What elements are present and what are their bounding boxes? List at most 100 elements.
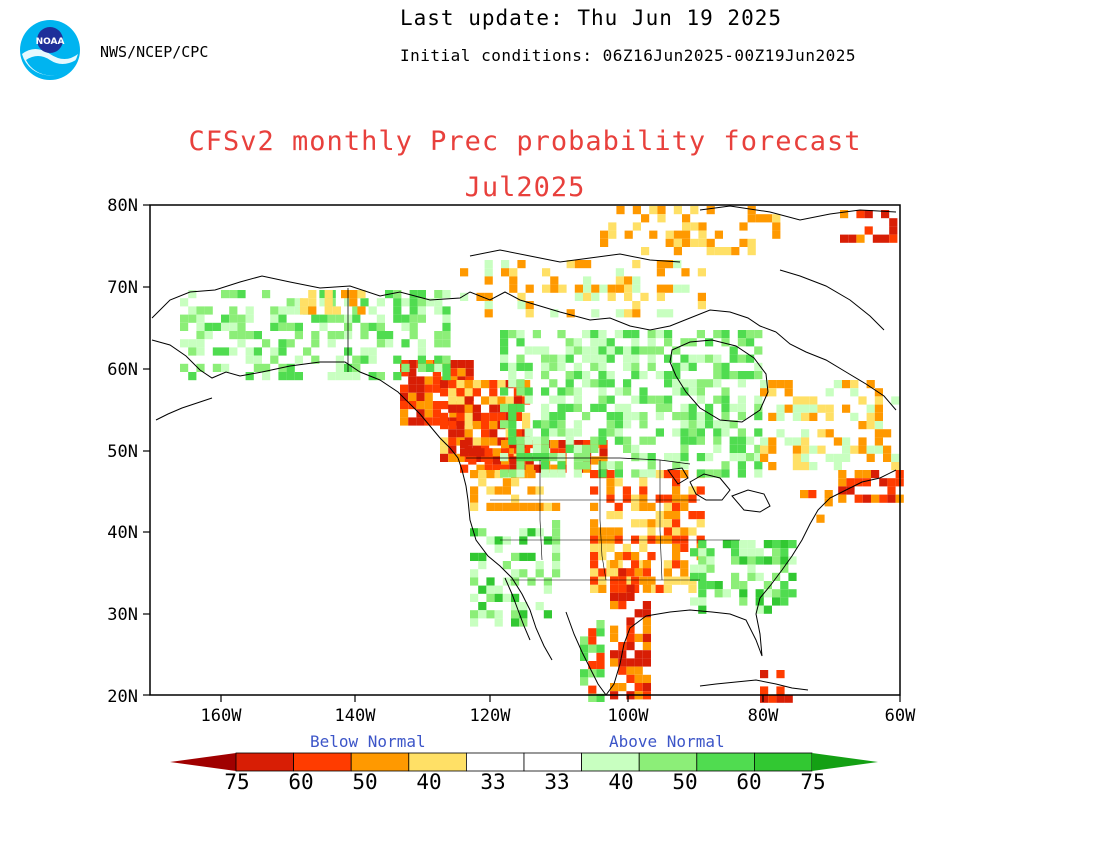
- probability-cell: [300, 306, 309, 315]
- probability-cell: [558, 284, 567, 293]
- probability-cell: [626, 666, 635, 675]
- probability-cell: [180, 298, 189, 307]
- probability-cell: [511, 502, 520, 511]
- probability-cell: [696, 395, 705, 404]
- probability-cell: [622, 552, 631, 561]
- probability-cell: [624, 230, 633, 239]
- probability-cell: [714, 589, 723, 598]
- probability-cell: [672, 486, 681, 495]
- probability-cell: [456, 453, 465, 462]
- probability-cell: [522, 421, 531, 430]
- probability-cell: [833, 380, 842, 389]
- probability-cell: [606, 535, 615, 544]
- probability-cell: [580, 636, 589, 645]
- probability-cell: [672, 371, 681, 380]
- probability-cell: [497, 396, 506, 405]
- probability-cell: [478, 478, 487, 487]
- probability-cell: [573, 444, 582, 453]
- probability-cell: [608, 230, 617, 239]
- probability-cell: [598, 576, 607, 585]
- probability-cell: [606, 412, 615, 421]
- legend-num-above-60: 60: [736, 770, 762, 794]
- probability-cell: [441, 401, 450, 410]
- probability-cell: [696, 535, 705, 544]
- probability-cell: [623, 354, 632, 363]
- probability-cell: [533, 464, 542, 473]
- probability-cell: [492, 464, 501, 473]
- probability-cell: [541, 461, 550, 470]
- probability-cell: [557, 461, 566, 470]
- probability-cell: [590, 502, 599, 511]
- probability-cell: [532, 453, 541, 462]
- probability-cell: [610, 658, 619, 667]
- probability-cell: [688, 379, 697, 388]
- probability-cell: [772, 556, 781, 565]
- probability-cell: [582, 346, 591, 355]
- probability-cell: [739, 581, 748, 590]
- probability-cell: [614, 527, 623, 536]
- probability-cell: [500, 330, 509, 339]
- probability-cell: [598, 584, 607, 593]
- probability-cell: [550, 464, 559, 473]
- probability-cell: [542, 284, 551, 293]
- probability-cell: [801, 412, 810, 421]
- probability-cell: [871, 494, 880, 503]
- probability-cell: [776, 404, 785, 413]
- probability-cell: [858, 437, 867, 446]
- probability-cell: [696, 387, 705, 396]
- probability-cell: [729, 371, 738, 380]
- probability-cell: [680, 453, 689, 462]
- probability-cell: [663, 584, 672, 593]
- probability-cell: [478, 561, 487, 570]
- legend-num-above-40: 40: [608, 770, 634, 794]
- probability-cell: [424, 384, 433, 393]
- probability-cell: [324, 298, 333, 307]
- probability-cell: [639, 371, 648, 380]
- probability-cell: [739, 548, 748, 557]
- legend-num-above-33: 33: [544, 770, 570, 794]
- probability-cell: [747, 214, 756, 223]
- probability-cell: [278, 339, 287, 348]
- probability-cell: [319, 322, 328, 331]
- probability-cell: [501, 260, 510, 269]
- probability-cell: [376, 339, 385, 348]
- probability-cell: [541, 371, 550, 380]
- probability-cell: [721, 387, 730, 396]
- probability-cell: [221, 363, 230, 372]
- probability-cell: [417, 314, 426, 323]
- probability-cell: [656, 268, 665, 277]
- probability-cell: [527, 552, 536, 561]
- probability-cell: [519, 552, 528, 561]
- probability-cell: [573, 461, 582, 470]
- probability-cell: [434, 331, 443, 340]
- probability-cell: [655, 535, 664, 544]
- probability-cell: [511, 593, 520, 602]
- probability-cell: [760, 437, 769, 446]
- probability-cell: [664, 371, 673, 380]
- probability-cell: [376, 372, 385, 381]
- probability-cell: [639, 519, 648, 528]
- probability-cell: [768, 462, 777, 471]
- probability-cell: [434, 306, 443, 315]
- probability-cell: [746, 453, 755, 462]
- probability-cell: [696, 519, 705, 528]
- probability-cell: [294, 322, 303, 331]
- probability-cell: [557, 354, 566, 363]
- probability-cell: [614, 420, 623, 429]
- probability-cell: [610, 592, 619, 601]
- probability-cell: [639, 387, 648, 396]
- probability-cell: [768, 380, 777, 389]
- probability-cell: [484, 260, 493, 269]
- probability-cell: [573, 346, 582, 355]
- probability-cell: [647, 338, 656, 347]
- probability-cell: [196, 314, 205, 323]
- probability-cell: [588, 644, 597, 653]
- probability-cell: [780, 589, 789, 598]
- probability-cell: [508, 436, 517, 445]
- legend-swatch: [754, 752, 813, 772]
- probability-cell: [449, 409, 458, 418]
- probability-cell: [500, 420, 509, 429]
- probability-cell: [519, 536, 528, 545]
- probability-cell: [772, 589, 781, 598]
- probability-cell: [449, 368, 458, 377]
